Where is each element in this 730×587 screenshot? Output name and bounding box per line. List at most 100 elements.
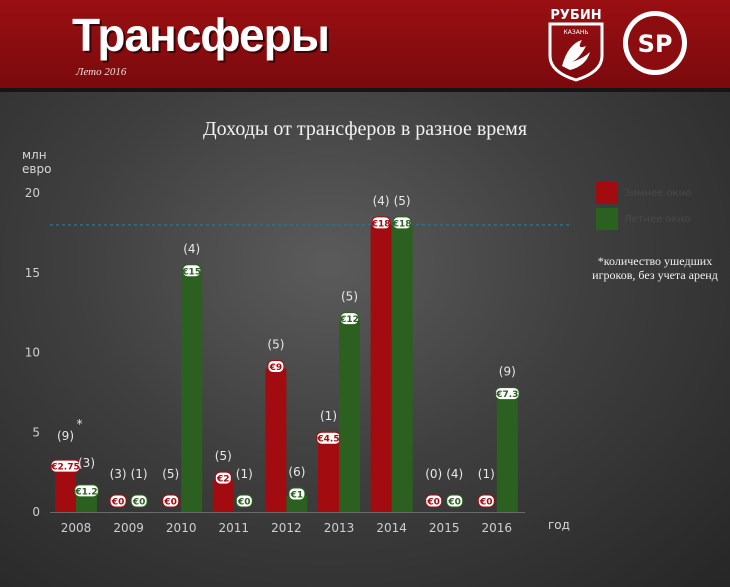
value-badge — [477, 494, 495, 508]
bar-summer — [339, 320, 360, 512]
value-label: €0 — [237, 498, 251, 508]
header-banner: Трансферы Лето 2016 РУБИН КАЗАНЬ SP — [0, 0, 730, 91]
value-label: €0 — [132, 498, 146, 508]
legend-item-winter: Зимнее окно — [596, 180, 716, 206]
value-label: €0 — [426, 498, 440, 508]
value-badge — [130, 494, 148, 508]
player-count-label: (6) — [288, 465, 305, 479]
x-tick-label: 2015 — [429, 521, 460, 535]
value-badge — [74, 484, 99, 498]
x-tick-label: 2009 — [113, 521, 144, 535]
value-badge — [446, 494, 464, 508]
value-badge — [267, 359, 285, 373]
value-label: €0 — [447, 498, 461, 508]
legend-swatch-summer — [596, 208, 618, 230]
player-count-label: (5) — [341, 290, 358, 304]
footnote: *количество ушедших игроков, без учета а… — [592, 254, 718, 282]
dragon-icon — [562, 40, 590, 70]
value-label: €0 — [163, 498, 177, 508]
x-tick-label: 2016 — [482, 521, 513, 535]
chart-legend: Зимнее окно Летнее окно — [596, 180, 716, 232]
club-logo-subtext: КАЗАНЬ — [564, 29, 589, 36]
club-logo: РУБИН КАЗАНЬ — [548, 8, 604, 82]
bar-winter — [318, 440, 339, 512]
value-badge — [235, 494, 253, 508]
bar-winter — [265, 368, 287, 512]
sp-logo: SP — [623, 11, 687, 75]
value-label: €4.5 — [316, 435, 339, 445]
value-badge — [109, 494, 127, 508]
bar-winter — [370, 224, 392, 512]
y-tick-label: 10 — [25, 346, 40, 360]
value-badge — [495, 387, 520, 401]
x-tick-label: 2010 — [166, 521, 197, 535]
y-axis-label: млн евро — [22, 148, 52, 176]
value-label: €2 — [216, 475, 230, 485]
y-tick-label: 0 — [32, 505, 40, 519]
value-label: €1 — [290, 491, 304, 501]
value-badge — [214, 471, 232, 485]
sp-logo-text: SP — [638, 30, 673, 58]
bar-summer — [391, 224, 413, 512]
value-badge — [339, 312, 360, 326]
annotation-marker: * — [77, 417, 83, 431]
header-divider — [0, 88, 730, 92]
value-label: €9 — [269, 363, 283, 373]
value-badge — [392, 216, 412, 230]
player-count-label: (1) — [131, 467, 148, 481]
banner-subtitle: Лето 2016 — [76, 66, 127, 78]
banner-title: Трансферы — [72, 9, 330, 61]
value-badge — [425, 494, 443, 508]
value-label: €18 — [392, 219, 412, 229]
y-tick-label: 5 — [32, 425, 40, 439]
value-badge — [50, 459, 81, 473]
value-label: €18 — [371, 219, 391, 229]
player-count-label: (1) — [478, 467, 495, 481]
value-label: €0 — [111, 498, 125, 508]
legend-label-summer: Летнее окно — [624, 213, 691, 225]
x-tick-label: 2011 — [219, 521, 250, 535]
player-count-label: (5) — [162, 467, 179, 481]
legend-swatch-winter — [596, 182, 618, 204]
value-badge — [182, 264, 202, 278]
bar-summer — [76, 492, 97, 512]
x-tick-label: 2014 — [376, 521, 407, 535]
player-count-label: (0) — [425, 467, 442, 481]
legend-label-winter: Зимнее окно — [624, 187, 692, 199]
value-label: €7.3 — [495, 390, 518, 400]
x-tick-label: 2012 — [271, 521, 302, 535]
value-label: €0 — [479, 498, 493, 508]
player-count-label: (9) — [499, 365, 516, 379]
bar-winter — [212, 480, 234, 512]
player-count-label: (3) — [110, 467, 127, 481]
legend-item-summer: Летнее окно — [596, 206, 716, 232]
bar-winter — [55, 468, 76, 512]
player-count-label: (5) — [215, 449, 232, 463]
player-count-label: (4) — [183, 242, 200, 256]
value-label: €1.2 — [74, 487, 97, 497]
y-tick-label: 15 — [25, 266, 40, 280]
y-tick-label: 20 — [25, 186, 40, 200]
player-count-label: (5) — [267, 337, 284, 351]
value-badge — [162, 494, 180, 508]
club-logo-text: РУБИН — [550, 8, 601, 23]
value-label: €15 — [181, 267, 201, 277]
bar-summer — [181, 272, 203, 512]
value-badge — [288, 487, 306, 501]
player-count-label: (3) — [78, 456, 95, 470]
bar-chart: 0 5 10 15 20 2008 €2.75 (9) €1.2 (3) 2009 €0 (3) €0 (1… — [25, 186, 570, 535]
value-badge — [371, 216, 391, 230]
player-count-label: (5) — [394, 194, 411, 208]
player-count-label: (1) — [236, 467, 253, 481]
x-tick-label: 2013 — [324, 521, 355, 535]
value-label: €2.75 — [50, 463, 79, 473]
player-count-label: (4) — [446, 467, 463, 481]
player-count-label: (9) — [57, 429, 74, 443]
chart-title: Доходы от трансферов в разное время — [202, 118, 528, 140]
bar-summer — [496, 395, 518, 512]
player-count-label: (4) — [373, 194, 390, 208]
value-label: €12 — [339, 315, 359, 325]
player-count-label: (1) — [320, 409, 337, 423]
x-axis-label: год — [548, 518, 570, 532]
